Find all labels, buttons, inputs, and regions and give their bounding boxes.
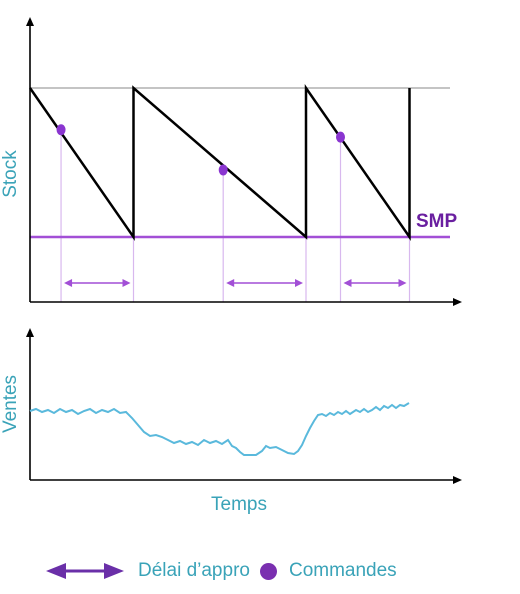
double-arrow-icon <box>46 563 124 579</box>
lead-time-arrow <box>343 279 407 287</box>
order-dot-icon <box>259 562 277 580</box>
legend: Délai d’appro Commandes <box>46 556 397 586</box>
time-axis-label: Temps <box>211 494 267 515</box>
order-point <box>218 164 228 176</box>
stock-x-axis-arrow-icon <box>453 298 462 306</box>
lead-time-arrow <box>64 279 131 287</box>
legend-orders-label: Commandes <box>288 560 397 581</box>
order-point <box>336 131 345 143</box>
lead-time-guides <box>60 129 411 302</box>
sales-panel: Ventes Temps <box>0 328 462 515</box>
order-point <box>56 124 66 136</box>
stock-panel: Stock SMP <box>0 17 462 306</box>
stock-level-line <box>28 84 411 241</box>
sales-y-axis-arrow-icon <box>26 328 34 337</box>
sales-axis-label: Ventes <box>0 375 21 433</box>
lead-time-arrows <box>64 279 407 287</box>
legend-lead-time-label: Délai d’appro <box>138 560 250 581</box>
stock-axis-label: Stock <box>0 150 21 198</box>
legend-orders: Commandes <box>250 560 397 582</box>
stock-y-axis-arrow-icon <box>26 17 34 26</box>
smp-label: SMP <box>416 211 458 232</box>
lead-time-arrow <box>226 279 303 287</box>
order-points <box>56 124 345 176</box>
sales-curve <box>29 402 410 456</box>
legend-lead-time: Délai d’appro <box>46 560 250 582</box>
sales-x-axis-arrow-icon <box>453 476 462 484</box>
